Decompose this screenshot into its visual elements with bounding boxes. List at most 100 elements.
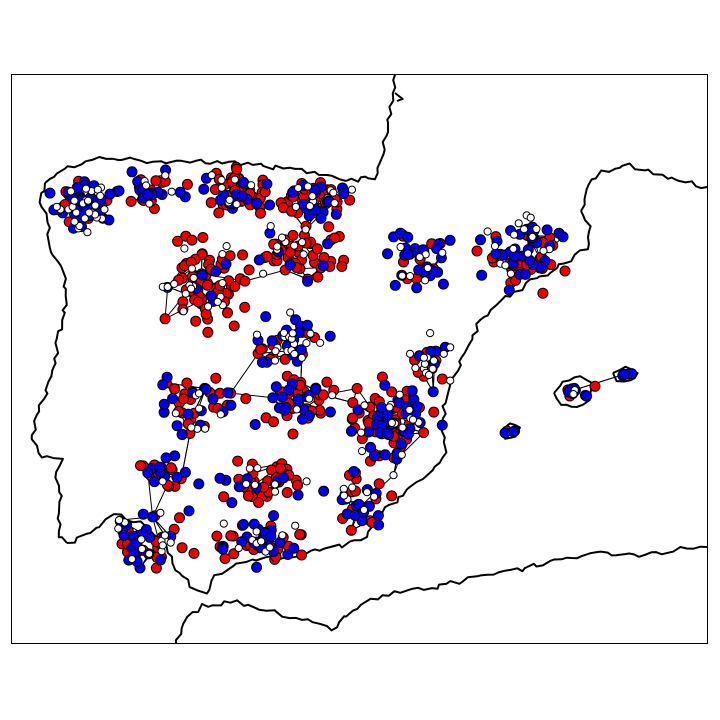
map-node-white bbox=[114, 524, 123, 533]
map-node-blue bbox=[207, 393, 219, 405]
map-node-red bbox=[373, 478, 385, 490]
map-node-white bbox=[250, 480, 259, 489]
map-node-blue bbox=[436, 419, 448, 431]
map-node-red bbox=[336, 261, 348, 272]
map-node-red bbox=[231, 163, 243, 175]
map-node-red bbox=[589, 380, 601, 392]
map-node-blue bbox=[238, 176, 249, 188]
map-node-blue bbox=[382, 248, 393, 260]
map-node-blue bbox=[142, 467, 154, 479]
map-node-white bbox=[232, 200, 241, 209]
map-node-blue bbox=[118, 529, 130, 541]
network-edge bbox=[230, 353, 259, 394]
map-node-white bbox=[216, 410, 225, 419]
map-node-white bbox=[438, 248, 447, 257]
map-node-blue bbox=[376, 401, 387, 413]
map-node-white bbox=[257, 537, 266, 546]
map-node-blue bbox=[261, 178, 273, 190]
map-node-white bbox=[299, 250, 308, 259]
map-node-white bbox=[201, 424, 210, 433]
map-node-blue bbox=[330, 208, 342, 220]
map-node-blue bbox=[519, 268, 531, 280]
map-node-white bbox=[306, 329, 315, 338]
map-node-blue bbox=[236, 190, 248, 202]
map-node-white bbox=[167, 187, 176, 196]
map-node-white bbox=[270, 480, 280, 489]
map-node-white bbox=[166, 538, 175, 547]
network-nodes bbox=[44, 161, 638, 574]
map-node-blue bbox=[264, 199, 276, 211]
map-node-blue bbox=[315, 212, 327, 224]
map-node-white bbox=[142, 181, 151, 190]
map-node-white bbox=[100, 205, 109, 214]
map-node-red bbox=[292, 479, 303, 491]
map-node-red bbox=[202, 326, 214, 338]
map-node-blue bbox=[266, 335, 278, 347]
map-node-white bbox=[204, 302, 213, 311]
map-node-blue bbox=[253, 254, 265, 266]
map-node-white bbox=[217, 183, 226, 192]
map-node-red bbox=[210, 372, 222, 384]
map-node-white bbox=[290, 349, 299, 359]
map-node-blue bbox=[346, 425, 357, 437]
map-node-blue bbox=[256, 356, 268, 368]
map-node-blue bbox=[251, 561, 263, 573]
map-node-blue bbox=[182, 408, 194, 420]
map-node-blue bbox=[44, 187, 56, 199]
map-node-white bbox=[419, 353, 428, 362]
map-node-red bbox=[345, 524, 357, 536]
map-node-white bbox=[387, 418, 396, 427]
map-node-white bbox=[219, 519, 228, 528]
map-node-blue bbox=[353, 498, 365, 510]
map-node-white bbox=[234, 544, 243, 553]
map-node-white bbox=[339, 484, 348, 493]
map-node-blue bbox=[338, 188, 350, 200]
map-node-white bbox=[259, 269, 268, 278]
map-node-white bbox=[291, 202, 300, 211]
map-node-blue bbox=[154, 461, 166, 473]
map-node-white bbox=[330, 199, 339, 208]
map-node-white bbox=[52, 202, 61, 211]
map-node-red bbox=[181, 178, 193, 190]
map-node-blue bbox=[317, 260, 329, 272]
map-node-blue bbox=[324, 406, 336, 418]
map-node-red bbox=[213, 207, 225, 219]
map-node-white bbox=[415, 253, 424, 262]
map-node-blue bbox=[169, 450, 181, 462]
map-node-white bbox=[271, 347, 280, 356]
map-node-white bbox=[405, 272, 415, 281]
map-node-white bbox=[279, 328, 288, 337]
map-node-red bbox=[232, 455, 244, 467]
map-node-white bbox=[213, 297, 222, 306]
map-node-blue bbox=[171, 420, 183, 432]
map-node-blue bbox=[276, 391, 288, 403]
map-node-red bbox=[253, 497, 265, 508]
map-node-white bbox=[179, 307, 188, 316]
map-node-white bbox=[297, 353, 306, 362]
map-node-blue bbox=[200, 383, 212, 395]
map-node-white bbox=[273, 242, 282, 251]
map-node-blue bbox=[214, 472, 226, 484]
map-node-red bbox=[559, 265, 571, 277]
map-node-blue bbox=[541, 224, 553, 236]
map-node-red bbox=[222, 307, 233, 319]
map-node-white bbox=[405, 405, 414, 414]
map-node-blue bbox=[292, 393, 304, 405]
map-node-red bbox=[181, 377, 193, 389]
map-node-blue bbox=[476, 269, 488, 281]
map-node-red bbox=[169, 383, 181, 395]
map-node-blue bbox=[373, 519, 385, 531]
map-node-blue bbox=[220, 258, 232, 270]
map-node-red bbox=[192, 296, 204, 308]
map-node-white bbox=[569, 390, 578, 399]
map-node-red bbox=[428, 406, 440, 418]
map-node-red bbox=[186, 234, 198, 246]
spain-north-coast bbox=[44, 156, 347, 184]
map-node-white bbox=[218, 279, 227, 288]
map-node-white bbox=[362, 488, 372, 497]
map-node-white bbox=[91, 201, 100, 210]
map-node-white bbox=[187, 264, 196, 273]
map-node-white bbox=[532, 224, 541, 234]
map-node-blue bbox=[618, 368, 630, 380]
map-node-blue bbox=[389, 279, 401, 291]
